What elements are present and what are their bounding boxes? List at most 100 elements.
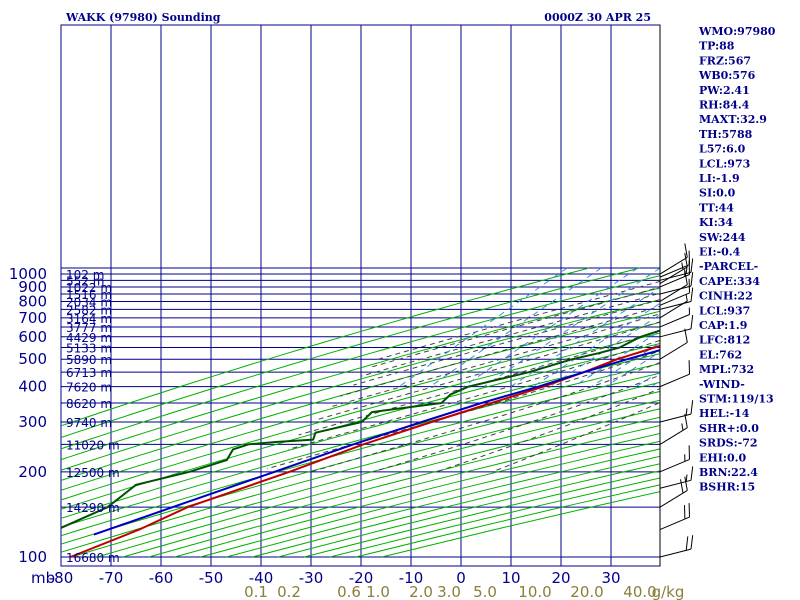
- pressure-tick-label: 400: [18, 378, 47, 396]
- plot-layer: [61, 267, 660, 558]
- pressure-tick-label: 700: [18, 309, 47, 327]
- temperature-tick-label: -20: [349, 569, 374, 587]
- index-item: LI:-1.9: [699, 172, 740, 185]
- moist-adiabat: [266, 350, 660, 470]
- index-item: -WIND-: [699, 378, 745, 391]
- dry-adiabat: [61, 267, 640, 439]
- mixing-ratio-label: 1.0: [366, 583, 390, 600]
- moist-adiabat: [331, 313, 660, 408]
- dry-adiabat: [61, 353, 660, 519]
- wind-barb-flag: [681, 423, 684, 431]
- wind-barb: [659, 360, 690, 388]
- wind-barb-flag: [690, 535, 694, 550]
- wind-barb-staff: [659, 342, 688, 360]
- wind-barb-staff: [659, 413, 692, 423]
- height-label: 6713 m: [66, 366, 112, 380]
- parcel-profile: [93, 349, 660, 536]
- mixing-ratio-label: 3.0: [437, 583, 461, 600]
- wind-barb: [659, 535, 694, 558]
- index-item: TP:88: [699, 40, 735, 53]
- index-item: SRDS:-72: [699, 437, 758, 450]
- height-label: 2582 m: [66, 303, 112, 317]
- wind-barb: [659, 243, 688, 275]
- moist-adiabat: [353, 299, 660, 386]
- wind-barb-flag: [690, 272, 694, 287]
- wind-barb-staff: [659, 328, 692, 338]
- dry-adiabat: [174, 432, 660, 558]
- wind-barb-staff: [659, 373, 690, 388]
- height-label: 5890 m: [66, 353, 112, 367]
- height-label: 9740 m: [66, 416, 112, 430]
- mixing-ratio-label: 20.0: [570, 583, 603, 600]
- wind-barb-staff: [659, 266, 688, 285]
- wind-barb-staff: [659, 292, 690, 306]
- height-label: 7620 m: [66, 381, 112, 395]
- pressure-unit-label: mb: [31, 569, 55, 587]
- index-item: CAPE:334: [699, 275, 760, 288]
- sounding-datetime: 0000Z 30 APR 25: [544, 11, 651, 24]
- pressure-tick-label: 600: [18, 328, 47, 346]
- pressure-tick-label: 100: [18, 548, 47, 566]
- temperature-tick-label: 30: [601, 569, 620, 587]
- dry-adiabat: [61, 321, 660, 491]
- dry-adiabat: [61, 381, 660, 545]
- index-item: WB0:576: [698, 69, 756, 82]
- mixing-ratio-line: [483, 267, 660, 388]
- pressure-tick-label: 900: [18, 278, 47, 296]
- wind-barb: [659, 413, 688, 445]
- height-label: 14290 m: [66, 501, 120, 515]
- mixing-ratio-label: 5.0: [473, 583, 497, 600]
- wind-barb: [659, 294, 688, 319]
- wind-barb: [659, 287, 694, 310]
- index-item: SI:0.0: [699, 187, 736, 200]
- wind-barb: [659, 258, 694, 281]
- height-label: 3164 m: [66, 312, 112, 326]
- temperature-tick-label: -50: [199, 569, 224, 587]
- mixing-ratio-label: 0.6: [337, 583, 361, 600]
- wind-barb: [659, 328, 688, 360]
- wind-barb-staff: [659, 274, 690, 288]
- pressure-tick-label: 300: [18, 413, 47, 431]
- index-item: LCL:973: [699, 157, 750, 170]
- wind-barb-flag: [685, 266, 688, 274]
- index-item: -PARCEL-: [699, 260, 758, 273]
- height-label: 552 m: [66, 274, 104, 288]
- wind-barb-flag: [684, 243, 688, 258]
- pressure-tick-label: 800: [18, 292, 47, 310]
- temperature-tick-label: -30: [299, 569, 324, 587]
- moist-adiabat: [310, 362, 660, 473]
- wind-barb-flag: [684, 328, 688, 343]
- index-item: EHI:0.0: [699, 451, 746, 464]
- temperature-profile: [70, 344, 660, 558]
- dry-adiabat: [61, 390, 660, 553]
- index-item: TH:5788: [699, 128, 753, 141]
- wind-barb: [659, 503, 690, 531]
- wind-barb-staff: [659, 284, 688, 302]
- wind-barb: [659, 445, 690, 473]
- wind-barb-flag: [690, 287, 694, 302]
- height-label: 8620 m: [66, 397, 112, 411]
- index-item: L57:6.0: [699, 143, 746, 156]
- wind-barb: [659, 253, 688, 285]
- index-item: MAXT:32.9: [699, 113, 767, 126]
- wind-barb-staff: [659, 301, 692, 310]
- height-label: 3777 m: [66, 321, 112, 335]
- dry-adiabat: [61, 372, 660, 537]
- dry-adiabat: [148, 424, 660, 558]
- wind-barb-flag: [684, 270, 688, 285]
- temperature-tick-label: -70: [99, 569, 124, 587]
- wind-barb-staff: [659, 285, 692, 295]
- dry-adiabat: [61, 310, 660, 481]
- station-title: WAKK (97980) Sounding: [65, 11, 221, 24]
- temperature-tick-label: 0: [456, 569, 466, 587]
- index-item: WMO:97980: [698, 25, 776, 38]
- wind-barb-staff: [659, 489, 688, 508]
- temperature-tick-label: -80: [49, 569, 74, 587]
- wind-barb-flag: [690, 400, 694, 415]
- wind-barb-staff: [659, 458, 690, 473]
- wind-barb-flag: [690, 258, 694, 273]
- wind-barb-flag: [685, 294, 688, 302]
- mixing-ratio-label: g/kg: [652, 583, 685, 600]
- dewpoint-profile: [61, 329, 660, 529]
